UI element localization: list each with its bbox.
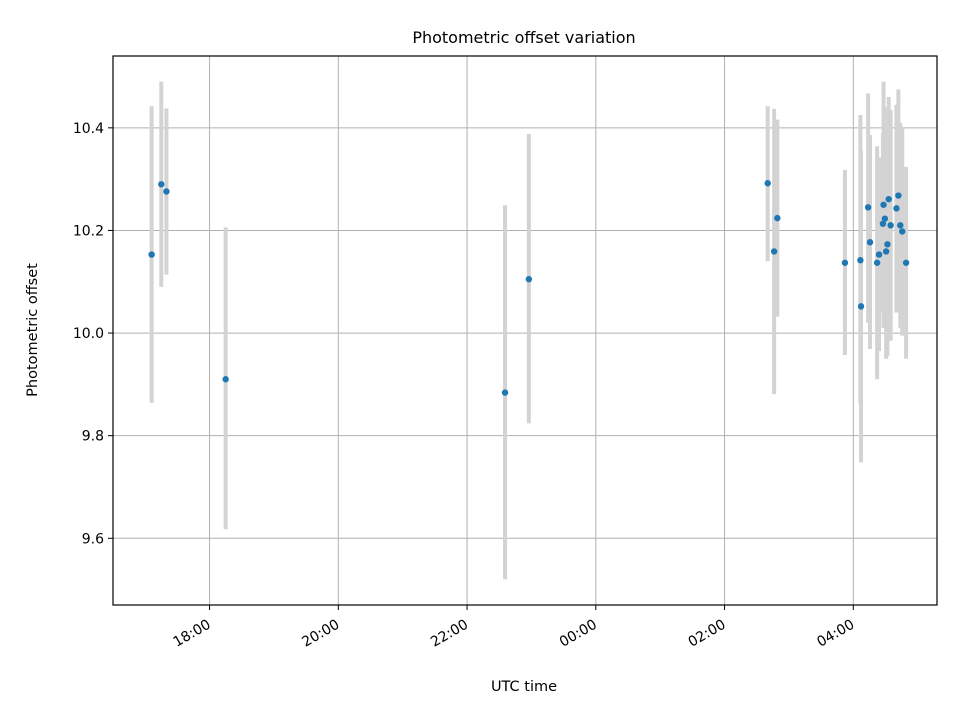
grid-lines (113, 56, 937, 605)
data-point (774, 214, 781, 222)
data-point (857, 303, 865, 310)
data-point (882, 248, 890, 255)
data-point (902, 259, 910, 266)
data-points (148, 180, 910, 396)
data-point (770, 248, 778, 255)
data-point (866, 239, 874, 246)
data-point (885, 195, 892, 203)
y-tick-label: 9.6 (82, 531, 104, 547)
data-point (881, 215, 889, 222)
y-tick-label: 10.0 (73, 326, 104, 342)
x-axis-label: UTC time (491, 679, 557, 695)
data-point (880, 201, 887, 208)
data-point (887, 222, 894, 229)
y-axis-label: Photometric offset (25, 263, 41, 397)
data-point (841, 259, 849, 266)
data-point (864, 204, 872, 211)
data-point (148, 251, 155, 258)
data-point (897, 222, 904, 229)
chart-title: Photometric offset variation (412, 28, 635, 47)
y-tick-label: 10.4 (73, 121, 104, 137)
data-point (899, 228, 906, 235)
data-point (879, 220, 887, 227)
data-point (163, 188, 170, 195)
data-point (893, 205, 900, 212)
data-point (884, 241, 891, 248)
y-axis-ticks: 9.6 9.8 10.0 10.2 10.4 (73, 121, 113, 547)
data-point (501, 389, 509, 396)
plot-frame (112, 55, 938, 606)
y-tick-label: 10.2 (73, 223, 104, 239)
data-point (158, 181, 165, 188)
data-point (875, 251, 883, 258)
data-point (222, 376, 229, 383)
data-point (525, 275, 533, 283)
data-point (857, 257, 864, 264)
data-point (764, 180, 771, 187)
data-point (873, 259, 881, 266)
data-point (895, 192, 902, 199)
y-tick-label: 9.8 (82, 429, 104, 445)
